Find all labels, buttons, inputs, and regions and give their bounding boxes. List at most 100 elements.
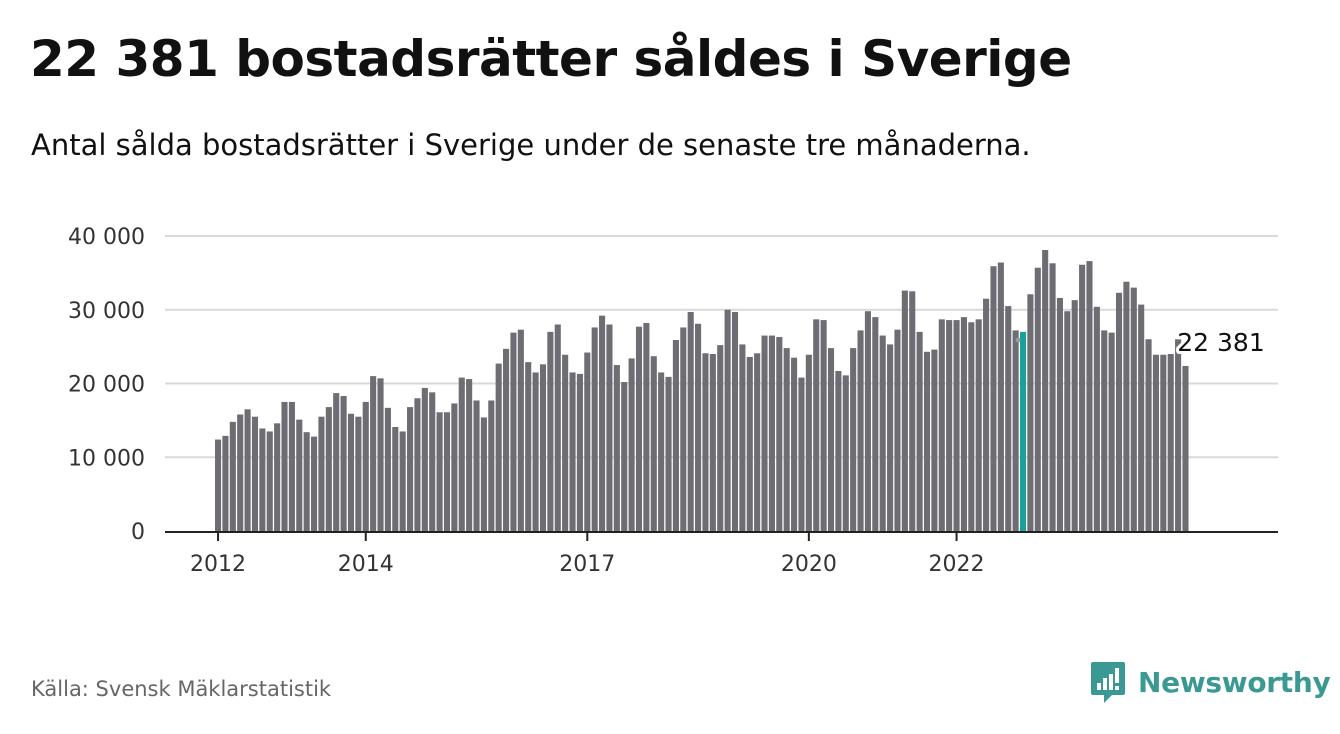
bar (296, 419, 303, 531)
bar (894, 329, 901, 531)
bar (923, 351, 931, 531)
bar (340, 396, 347, 531)
bar (946, 320, 953, 531)
bar (813, 319, 820, 531)
bar (827, 348, 835, 531)
bar (724, 309, 731, 531)
bar (466, 379, 473, 531)
bar (1005, 306, 1012, 531)
bar (990, 266, 997, 531)
bar (901, 290, 908, 531)
bar (584, 352, 591, 531)
bar (554, 324, 561, 531)
bar (1123, 281, 1130, 531)
bar (768, 335, 775, 531)
bar (695, 323, 702, 531)
bar (820, 320, 827, 531)
bar (1182, 365, 1189, 531)
bar (251, 416, 259, 531)
x-tick-label: 2020 (781, 552, 837, 577)
bar (591, 327, 598, 531)
bar (436, 412, 443, 531)
bar (1086, 261, 1093, 531)
brand-logo: Newsworthy (1090, 660, 1331, 704)
bar (237, 414, 244, 531)
bar (281, 401, 288, 531)
bar (1152, 354, 1159, 531)
latest-value-label: 22 381 (1177, 328, 1264, 357)
bar (835, 370, 842, 531)
bar (347, 413, 355, 531)
x-tick-label: 2014 (338, 552, 394, 577)
bar (362, 401, 369, 531)
bar (274, 423, 281, 531)
bar (879, 335, 886, 531)
bar (1034, 267, 1041, 531)
bar (635, 326, 643, 531)
bar (458, 377, 465, 531)
bar (547, 331, 554, 531)
bar (259, 428, 266, 531)
bar (333, 393, 340, 531)
bar (1101, 330, 1108, 531)
y-tick-label: 40 000 (68, 225, 145, 250)
bar (1108, 332, 1115, 531)
bar (473, 400, 480, 531)
bar (1167, 354, 1174, 531)
bar (717, 345, 724, 531)
bar (960, 317, 967, 531)
bar (997, 262, 1004, 531)
bar (746, 356, 753, 531)
bar-chart: 0 10 000 20 000 30 000 40 000 2012 2014 2017 202… (68, 225, 1278, 577)
bar (864, 311, 871, 531)
chart-title: 22 381 bostadsrätter såldes i Sverige (30, 30, 1072, 88)
bar (709, 354, 716, 531)
bar (931, 349, 938, 531)
bar (909, 291, 916, 531)
y-tick-label: 30 000 (68, 299, 145, 324)
bar (311, 436, 318, 531)
bar (370, 376, 377, 531)
bar (569, 372, 576, 531)
bar (480, 417, 487, 531)
bar (665, 376, 672, 531)
bar (1130, 287, 1137, 531)
bar (1027, 294, 1034, 531)
bar (680, 327, 687, 531)
bar (562, 354, 569, 531)
chart-subtitle: Antal sålda bostadsrätter i Sverige unde… (31, 128, 1031, 162)
bar (650, 356, 657, 531)
bar (318, 416, 325, 531)
bar (429, 392, 436, 531)
bar (739, 344, 746, 531)
bar (377, 378, 384, 531)
bar (983, 298, 990, 531)
x-tick-label: 2022 (929, 552, 985, 577)
bar (215, 439, 222, 531)
bar (791, 357, 798, 531)
bar (953, 320, 960, 531)
bar (850, 348, 857, 531)
bar (451, 403, 458, 531)
bar (503, 348, 510, 531)
bar (303, 432, 310, 531)
bar (488, 400, 495, 531)
bar (1071, 300, 1078, 531)
bar (443, 412, 451, 531)
bar (672, 339, 679, 531)
bar (776, 337, 783, 531)
bar (244, 409, 251, 531)
bar (1145, 339, 1152, 531)
bar (1056, 297, 1063, 531)
bar (687, 311, 694, 531)
brand-name: Newsworthy (1138, 665, 1331, 699)
bar (798, 377, 805, 531)
bar (968, 322, 975, 531)
bar (1079, 264, 1086, 531)
bar (576, 373, 583, 531)
bar (525, 362, 532, 531)
bar (628, 358, 635, 531)
y-tick-label: 0 (131, 520, 145, 545)
bar (392, 427, 399, 531)
bar (1115, 292, 1123, 531)
